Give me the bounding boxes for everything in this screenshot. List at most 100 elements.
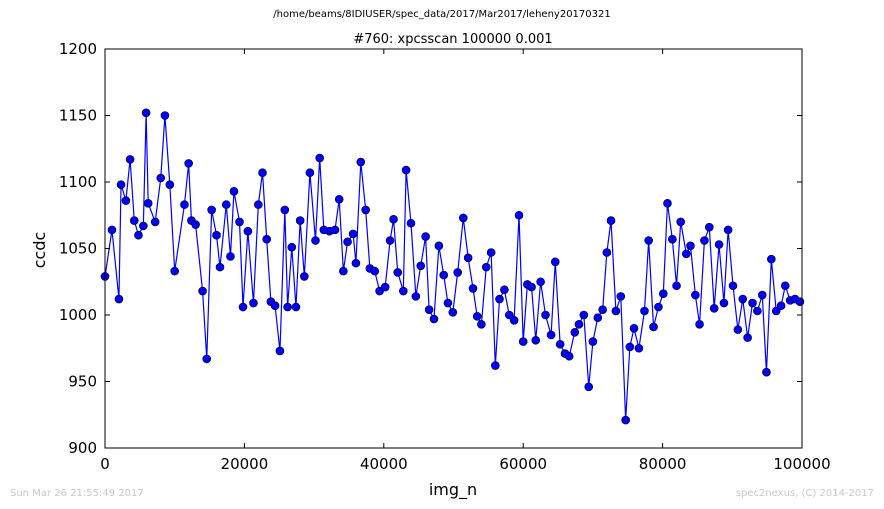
data-point bbox=[300, 272, 309, 281]
data-point bbox=[150, 217, 160, 227]
data-point bbox=[644, 236, 653, 245]
data-point bbox=[125, 155, 135, 164]
x-tick-label: 100000 bbox=[773, 455, 830, 473]
x-tick-label: 40000 bbox=[360, 455, 408, 473]
data-point bbox=[439, 270, 449, 280]
data-point bbox=[114, 294, 124, 304]
data-point bbox=[249, 298, 258, 308]
data-point bbox=[472, 312, 482, 321]
data-point bbox=[491, 361, 500, 370]
data-point bbox=[686, 241, 695, 251]
series-line bbox=[104, 112, 801, 421]
data-point bbox=[588, 337, 598, 346]
footer-timestamp: Sun Mar 26 21:55:49 2017 bbox=[10, 488, 144, 499]
y-tick-label: 1050 bbox=[59, 240, 97, 258]
data-point bbox=[757, 290, 767, 300]
data-point bbox=[663, 198, 672, 208]
data-point bbox=[443, 298, 453, 308]
data-point bbox=[463, 253, 473, 263]
data-point bbox=[191, 220, 200, 229]
data-point bbox=[780, 281, 790, 291]
data-point bbox=[160, 111, 170, 120]
data-point bbox=[709, 304, 719, 313]
data-point bbox=[116, 180, 126, 189]
data-point bbox=[134, 230, 143, 240]
data-point bbox=[602, 248, 612, 257]
data-point bbox=[658, 289, 668, 299]
y-tick-label: 900 bbox=[68, 439, 97, 457]
y-tick-label: 1100 bbox=[59, 173, 97, 191]
data-point bbox=[621, 415, 630, 425]
data-point bbox=[477, 320, 486, 329]
data-point bbox=[215, 262, 225, 272]
data-point bbox=[421, 232, 430, 241]
data-point bbox=[481, 262, 491, 272]
data-point bbox=[339, 266, 348, 276]
data-point bbox=[229, 187, 239, 196]
x-tick-label: 80000 bbox=[639, 455, 687, 473]
data-point bbox=[495, 294, 504, 304]
data-point bbox=[616, 292, 626, 301]
data-point bbox=[202, 354, 212, 364]
data-point bbox=[500, 285, 509, 295]
data-point bbox=[550, 257, 560, 267]
data-point bbox=[536, 277, 545, 287]
data-point bbox=[681, 249, 691, 259]
data-point bbox=[411, 292, 421, 301]
data-point bbox=[107, 225, 117, 235]
data-point bbox=[258, 168, 267, 177]
data-point bbox=[593, 313, 603, 322]
data-point bbox=[514, 210, 524, 220]
data-point bbox=[546, 330, 556, 340]
data-point bbox=[555, 339, 565, 349]
data-point bbox=[198, 286, 207, 296]
data-point bbox=[629, 323, 639, 333]
data-point bbox=[527, 282, 536, 292]
data-point bbox=[180, 200, 189, 209]
data-point bbox=[531, 335, 541, 345]
data-point bbox=[393, 268, 403, 277]
data-point bbox=[348, 229, 358, 239]
data-point bbox=[275, 346, 285, 356]
data-point bbox=[156, 173, 166, 183]
x-tick-label: 20000 bbox=[221, 455, 269, 473]
data-point bbox=[453, 268, 462, 277]
data-point bbox=[280, 205, 290, 215]
data-point bbox=[399, 286, 408, 296]
data-point bbox=[389, 214, 398, 224]
x-axis-label: img_n bbox=[429, 480, 477, 500]
data-point bbox=[207, 205, 216, 215]
data-point bbox=[262, 234, 272, 244]
chart-title: #760: xpcsscan 100000 0.001 bbox=[353, 32, 552, 47]
data-point bbox=[165, 180, 175, 189]
data-point bbox=[356, 157, 366, 167]
data-point bbox=[401, 165, 411, 175]
data-point bbox=[129, 216, 139, 225]
x-tick-label: 0 bbox=[100, 455, 110, 473]
y-tick-label: 1150 bbox=[59, 107, 97, 125]
data-point bbox=[753, 306, 762, 316]
data-point bbox=[226, 252, 235, 261]
data-point bbox=[170, 266, 179, 276]
data-point bbox=[668, 234, 677, 244]
data-point bbox=[311, 236, 320, 245]
data-point bbox=[434, 241, 444, 251]
data-point bbox=[184, 159, 193, 168]
data-point bbox=[654, 302, 663, 312]
data-point bbox=[640, 306, 649, 316]
data-point bbox=[625, 342, 635, 352]
data-point bbox=[370, 266, 380, 276]
data-point bbox=[212, 230, 221, 240]
data-point bbox=[334, 194, 344, 204]
data-point bbox=[649, 322, 658, 332]
data-point bbox=[579, 310, 589, 320]
data-point bbox=[776, 301, 786, 310]
data-point bbox=[238, 302, 248, 312]
data-point bbox=[504, 310, 514, 320]
data-point bbox=[704, 222, 714, 232]
data-point bbox=[719, 298, 729, 308]
data-point bbox=[424, 305, 434, 314]
data-point bbox=[141, 108, 151, 118]
data-point bbox=[771, 306, 781, 316]
